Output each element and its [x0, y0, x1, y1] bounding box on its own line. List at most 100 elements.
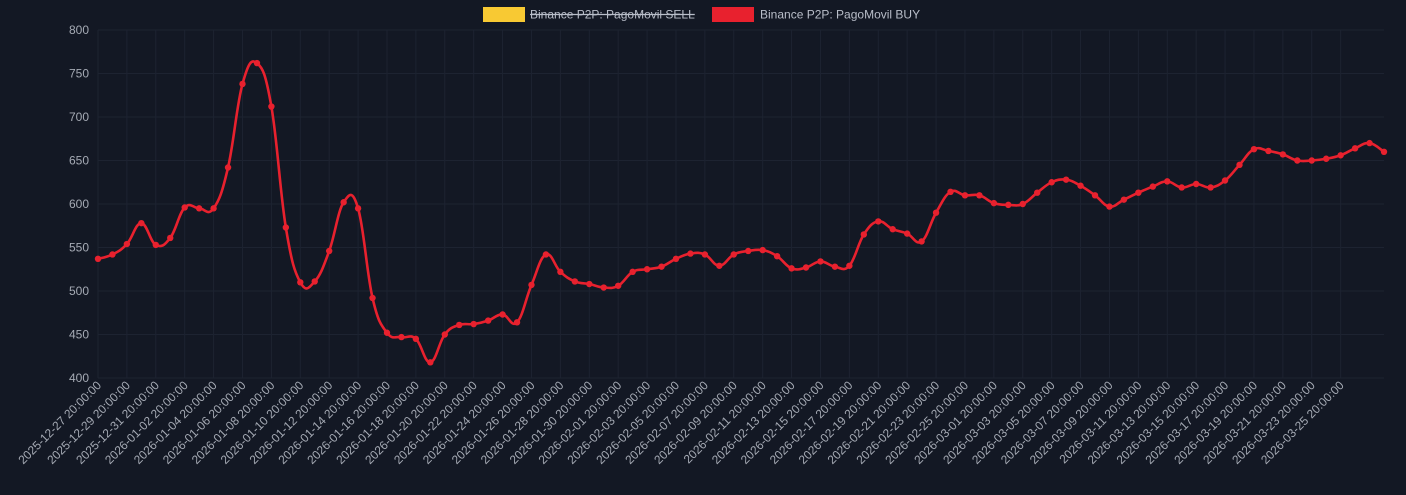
data-point[interactable]	[1019, 200, 1026, 208]
y-axis: 800 750 700 650 600 550 500 450 400	[69, 23, 89, 385]
data-point[interactable]	[716, 262, 723, 269]
legend-item-buy[interactable]: Binance P2P: PagoMovil BUY	[712, 7, 920, 22]
chart-legend[interactable]: Binance P2P: PagoMovil SELL Binance P2P:…	[483, 7, 920, 22]
data-point[interactable]	[1308, 157, 1315, 164]
data-point[interactable]	[542, 251, 550, 258]
data-point[interactable]	[990, 199, 998, 207]
y-tick-label: 650	[69, 154, 89, 168]
data-point[interactable]	[846, 262, 853, 269]
data-point[interactable]	[297, 279, 304, 286]
data-point[interactable]	[354, 205, 362, 212]
data-point[interactable]	[383, 329, 391, 336]
data-point[interactable]	[167, 234, 174, 242]
data-point[interactable]	[123, 240, 131, 248]
data-point[interactable]	[484, 317, 492, 324]
data-point[interactable]	[1279, 151, 1287, 158]
data-point[interactable]	[629, 268, 636, 276]
data-point[interactable]	[903, 230, 911, 237]
data-point[interactable]	[1005, 201, 1012, 209]
data-point[interactable]	[1178, 184, 1185, 191]
data-point[interactable]	[412, 335, 420, 343]
data-point[interactable]	[1207, 184, 1214, 191]
data-point[interactable]	[1351, 145, 1359, 152]
data-point[interactable]	[1250, 145, 1258, 153]
data-point[interactable]	[109, 251, 116, 258]
data-point[interactable]	[239, 80, 246, 88]
data-point[interactable]	[889, 226, 896, 233]
data-point[interactable]	[730, 251, 737, 258]
data-point[interactable]	[195, 205, 203, 212]
data-point[interactable]	[138, 219, 145, 227]
data-point[interactable]	[1062, 176, 1070, 183]
data-point[interactable]	[1077, 182, 1084, 189]
data-point[interactable]	[947, 188, 954, 196]
data-point[interactable]	[1149, 183, 1157, 190]
data-point[interactable]	[369, 294, 376, 302]
data-point[interactable]	[325, 247, 333, 255]
data-point[interactable]	[1366, 139, 1373, 147]
data-point[interactable]	[210, 205, 217, 212]
data-point[interactable]	[875, 218, 882, 225]
data-point[interactable]	[759, 246, 766, 254]
data-point[interactable]	[557, 268, 564, 276]
data-point[interactable]	[687, 250, 694, 257]
data-point[interactable]	[282, 224, 290, 231]
data-point[interactable]	[1091, 192, 1099, 199]
data-point[interactable]	[1380, 148, 1388, 155]
data-point[interactable]	[932, 209, 940, 216]
data-point[interactable]	[470, 320, 477, 328]
data-point[interactable]	[586, 280, 593, 288]
data-point[interactable]	[253, 59, 261, 67]
y-tick-label: 400	[69, 371, 89, 385]
data-point[interactable]	[1294, 157, 1301, 164]
data-point[interactable]	[1164, 178, 1171, 185]
data-point[interactable]	[1221, 177, 1229, 184]
data-point[interactable]	[224, 164, 232, 171]
data-point[interactable]	[1236, 161, 1243, 169]
legend-item-sell[interactable]: Binance P2P: PagoMovil SELL	[483, 7, 695, 22]
data-point[interactable]	[614, 282, 622, 289]
data-point[interactable]	[961, 192, 969, 199]
data-point[interactable]	[860, 231, 868, 238]
data-point[interactable]	[643, 266, 651, 273]
data-point[interactable]	[398, 333, 405, 341]
data-point[interactable]	[1265, 147, 1272, 155]
data-point[interactable]	[1323, 155, 1330, 162]
data-point[interactable]	[918, 238, 925, 245]
data-point[interactable]	[672, 255, 680, 263]
data-point[interactable]	[571, 278, 579, 285]
data-point[interactable]	[268, 103, 275, 110]
data-point[interactable]	[600, 284, 607, 291]
data-point[interactable]	[1106, 203, 1113, 210]
data-point[interactable]	[1192, 180, 1200, 188]
data-point[interactable]	[311, 278, 318, 285]
data-point[interactable]	[441, 331, 448, 338]
data-point[interactable]	[152, 241, 159, 249]
legend-swatch-sell	[483, 7, 525, 22]
data-point[interactable]	[745, 247, 752, 255]
data-point[interactable]	[340, 199, 347, 206]
data-point[interactable]	[976, 192, 983, 199]
data-point[interactable]	[817, 258, 824, 265]
data-point[interactable]	[1034, 189, 1041, 196]
data-point[interactable]	[701, 251, 709, 258]
data-point[interactable]	[1048, 179, 1055, 186]
data-point[interactable]	[94, 255, 102, 263]
data-point[interactable]	[831, 263, 839, 270]
y-tick-label: 600	[69, 197, 89, 211]
data-point[interactable]	[1135, 189, 1142, 196]
data-point[interactable]	[1337, 152, 1344, 159]
data-point[interactable]	[773, 253, 781, 260]
data-point[interactable]	[181, 204, 188, 211]
data-point[interactable]	[513, 319, 521, 326]
data-point[interactable]	[528, 281, 535, 289]
data-point[interactable]	[658, 263, 665, 270]
data-point[interactable]	[1120, 196, 1128, 203]
data-point[interactable]	[802, 264, 810, 271]
data-point[interactable]	[499, 311, 506, 318]
data-point[interactable]	[456, 321, 463, 329]
data-point[interactable]	[427, 359, 434, 366]
data-point[interactable]	[788, 265, 795, 272]
